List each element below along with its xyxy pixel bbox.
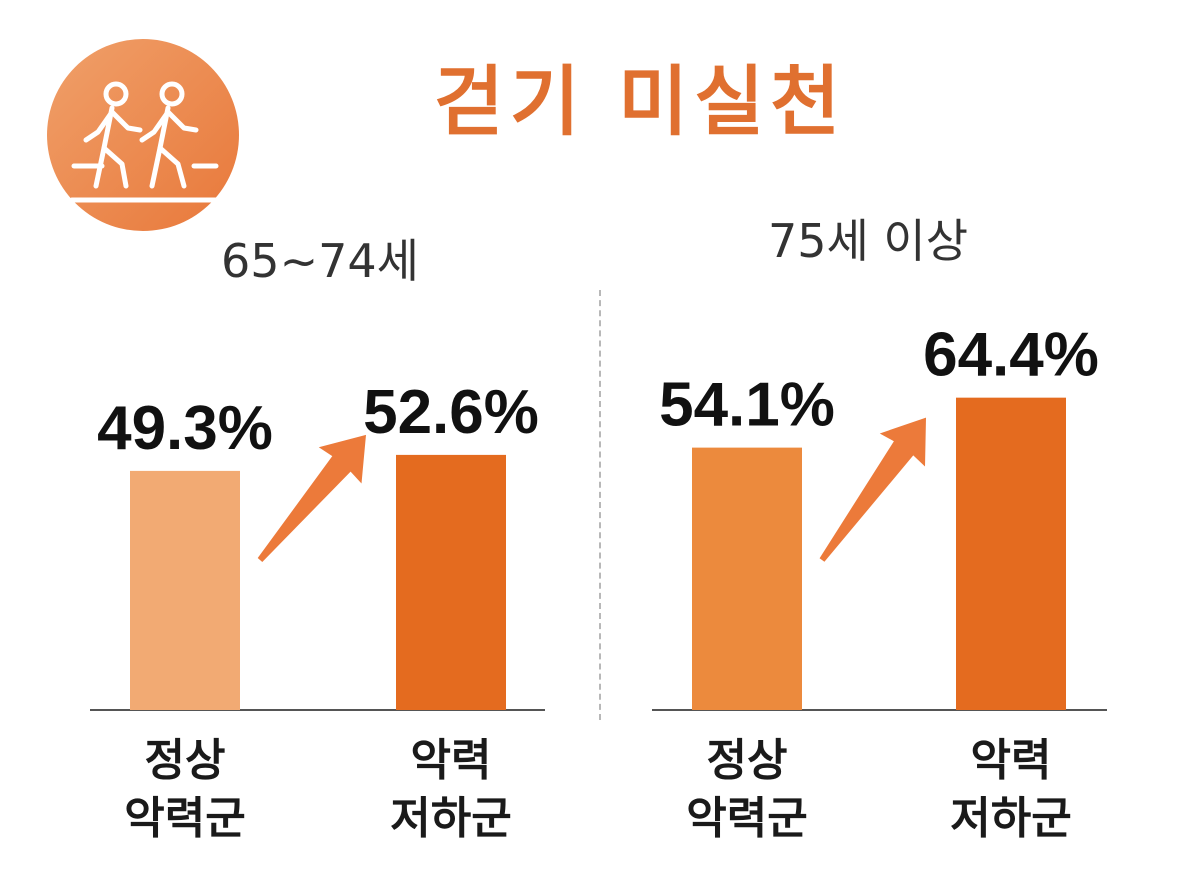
group-title-2: 75세 이상: [767, 214, 969, 268]
bar-normal: [130, 470, 240, 710]
walking-people-icon: [44, 36, 242, 234]
bar-normal: [692, 447, 802, 710]
value-label: 54.1%: [659, 371, 835, 440]
category-label: 저하군: [390, 794, 511, 843]
value-label: 64.4%: [923, 321, 1099, 390]
bar-low: [396, 454, 506, 710]
page-title: 걷기 미실천: [433, 57, 847, 146]
category-label: 정상: [145, 736, 226, 785]
bar-low: [956, 397, 1066, 710]
category-label: 악력군: [124, 794, 245, 843]
group-divider: [599, 290, 601, 720]
category-label: 악력: [971, 736, 1052, 785]
value-label: 52.6%: [363, 378, 539, 447]
category-label: 악력군: [686, 794, 807, 843]
trend-arrow-shape: [819, 417, 926, 562]
category-label: 저하군: [950, 794, 1071, 843]
group-title-1: 65~74세: [221, 234, 419, 288]
category-label: 정상: [707, 736, 788, 785]
trend-arrow: [819, 417, 926, 562]
trend-arrow: [257, 434, 367, 562]
category-label: 악력: [411, 736, 492, 785]
trend-arrow-shape: [257, 434, 367, 562]
value-label: 49.3%: [97, 394, 273, 463]
